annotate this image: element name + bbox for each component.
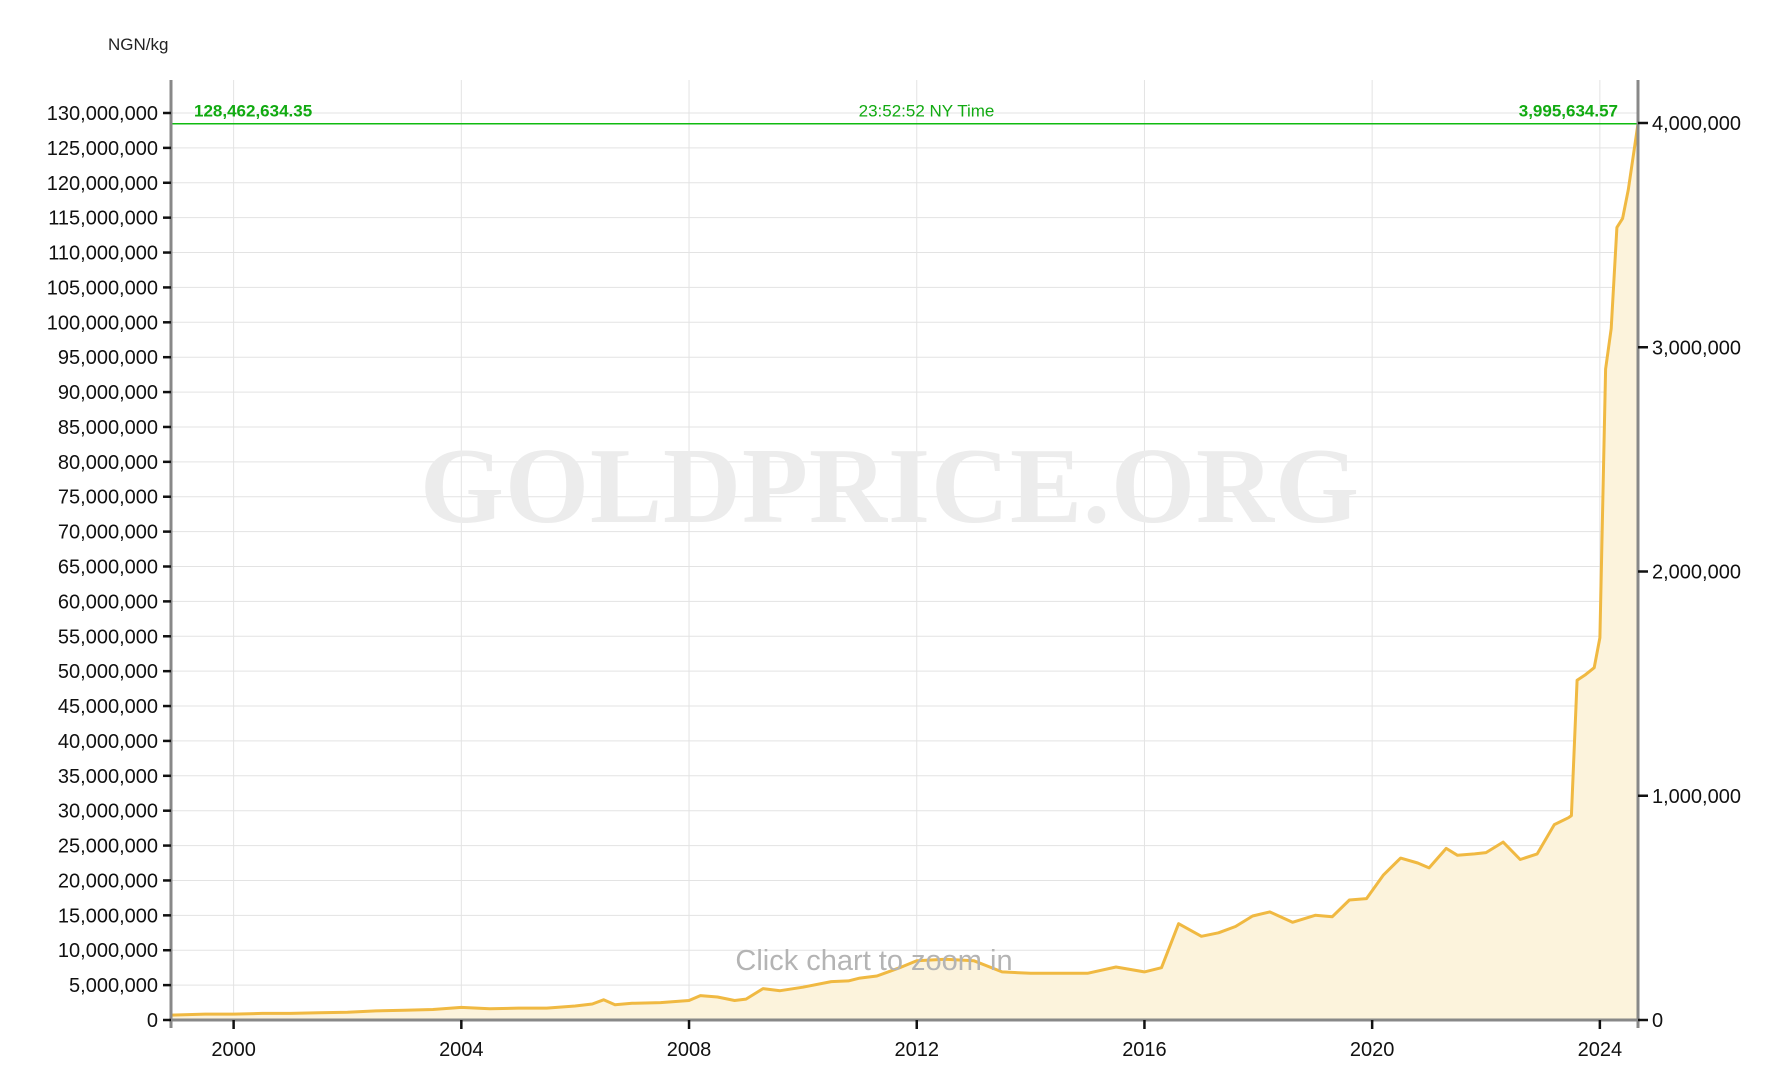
left-tick-label: 115,000,000 [48,208,158,230]
left-tick-label: 25,000,000 [58,836,158,858]
current-price-right-label: 3,995,634.57 [1519,102,1618,121]
left-tick-label: 30,000,000 [58,801,158,823]
right-tick-label: 4,000,000 [1652,113,1741,135]
x-tick-label: 2024 [1578,1039,1623,1061]
left-tick-label: 45,000,000 [58,696,158,718]
left-tick-label: 10,000,000 [58,940,158,962]
left-tick-label: 50,000,000 [58,661,158,683]
left-tick-label: 75,000,000 [58,487,158,509]
current-price-left-label: 128,462,634.35 [194,102,312,121]
left-tick-label: 55,000,000 [58,626,158,648]
right-tick-label: 3,000,000 [1652,337,1741,359]
left-tick-label: 0 [147,1010,158,1032]
left-tick-label: 60,000,000 [58,591,158,613]
right-axis-ticks: 0 1,000,000 2,000,000 3,000,000 4,000,000 [1638,113,1741,1032]
axes [169,80,1640,1028]
left-tick-label: 65,000,000 [58,557,158,579]
left-tick-label: 85,000,000 [58,417,158,439]
left-tick-label: 35,000,000 [58,766,158,788]
x-tick-label: 2000 [211,1039,256,1061]
right-tick-label: 2,000,000 [1652,562,1741,584]
left-tick-label: 130,000,000 [47,103,158,125]
left-tick-label: 70,000,000 [58,522,158,544]
left-axis-ticks: 0 5,000,000 10,000,000 15,000,000 20,000,000… [47,103,171,1032]
price-line [170,123,1640,1017]
x-tick-label: 2004 [439,1039,484,1061]
watermark-text: GOLDPRICE.ORG [420,427,1360,546]
price-area [171,123,1638,1020]
left-tick-label: 95,000,000 [58,347,158,369]
left-tick-label: 100,000,000 [47,312,158,334]
left-tick-label: 90,000,000 [58,382,158,404]
left-tick-label: 110,000,000 [48,243,158,265]
left-tick-label: 15,000,000 [58,905,158,927]
unit-label: NGN/kg [108,35,168,54]
right-tick-label: 1,000,000 [1652,786,1741,808]
current-time-label: 23:52:52 NY Time [859,102,995,121]
x-tick-label: 2016 [1122,1039,1167,1061]
left-tick-label: 20,000,000 [58,870,158,892]
zoom-hint-text: Click chart to zoom in [735,945,1012,977]
x-tick-label: 2012 [894,1039,939,1061]
left-tick-label: 40,000,000 [58,731,158,753]
left-tick-label: 125,000,000 [47,138,158,160]
right-tick-label: 0 [1652,1010,1663,1032]
x-tick-label: 2020 [1350,1039,1395,1061]
left-tick-label: 5,000,000 [69,975,158,997]
left-tick-label: 105,000,000 [47,277,158,299]
x-tick-label: 2008 [667,1039,712,1061]
grid [171,80,1638,1021]
left-tick-label: 80,000,000 [58,452,158,474]
left-tick-label: 120,000,000 [47,173,158,195]
x-axis-ticks: 2000 2004 2008 2012 2016 2020 2024 [211,1020,1622,1061]
